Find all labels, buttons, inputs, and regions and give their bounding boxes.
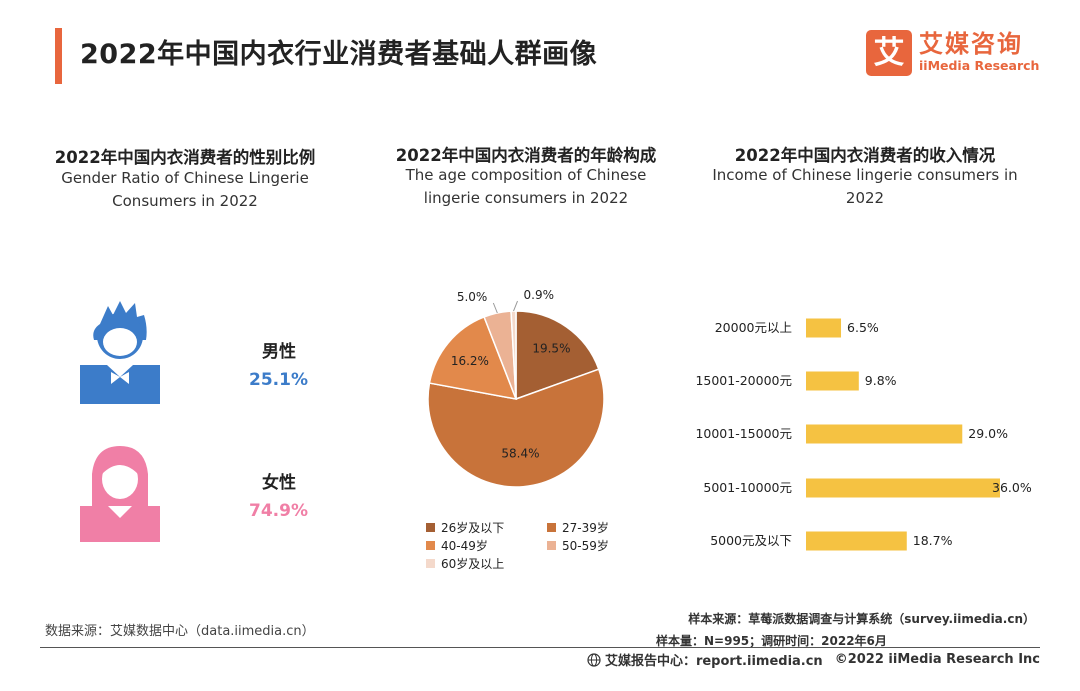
logo-mark: 艾 bbox=[866, 30, 912, 76]
income-bar bbox=[806, 424, 963, 444]
legend-item: 60岁及以上 bbox=[426, 555, 504, 572]
bar-category-label: 5000元及以下 bbox=[710, 533, 792, 548]
pie-data-label: 0.9% bbox=[524, 288, 555, 302]
logo-mark-text: 艾 bbox=[873, 34, 905, 71]
legend-swatch bbox=[547, 523, 556, 532]
pie-slice bbox=[427, 368, 605, 488]
income-bar bbox=[806, 531, 907, 551]
footer-credits: 艾媒报告中心：report.iimedia.cn ©2022 iiMedia R… bbox=[587, 650, 1040, 669]
income-bar bbox=[806, 371, 859, 391]
pie-data-label: 58.4% bbox=[501, 446, 539, 460]
pie-data-label: 19.5% bbox=[532, 342, 570, 356]
legend-label: 27-39岁 bbox=[562, 521, 609, 535]
pie-slice bbox=[510, 310, 517, 400]
brand-logo: 艾 艾媒咨询 iiMedia Research bbox=[866, 30, 1039, 76]
title-accent-bar bbox=[55, 28, 62, 84]
globe-icon bbox=[587, 652, 601, 667]
bar-value-label: 9.8% bbox=[865, 373, 897, 388]
bar-value-label: 36.0% bbox=[992, 480, 1032, 495]
pie-leader-line bbox=[513, 300, 518, 312]
bar-category-label: 10001-15000元 bbox=[695, 426, 792, 441]
female-percentage: 74.9% bbox=[249, 501, 308, 521]
sample-size: 样本量：N=995；调研时间：2022年6月 bbox=[656, 634, 887, 648]
legend-item: 50-59岁 bbox=[547, 537, 609, 554]
data-source: 数据来源：艾媒数据中心（data.iimedia.cn） bbox=[45, 624, 315, 639]
legend-label: 60岁及以上 bbox=[441, 557, 505, 571]
pie-data-label: 16.2% bbox=[451, 354, 489, 368]
report-center-link[interactable]: 艾媒报告中心：report.iimedia.cn bbox=[604, 654, 823, 669]
pie-data-label: 5.0% bbox=[457, 290, 488, 304]
bar-value-label: 18.7% bbox=[913, 533, 953, 548]
bar-category-label: 15001-20000元 bbox=[695, 373, 792, 388]
income-bar bbox=[806, 318, 842, 338]
income-section-subtitle: Income of Chinese lingerie consumers in … bbox=[712, 166, 1018, 207]
logo-chinese-name: 艾媒咨询 bbox=[919, 30, 1023, 58]
bar-category-label: 5001-10000元 bbox=[703, 480, 792, 495]
pie-slice bbox=[515, 310, 600, 401]
age-section-title: 2022年中国内衣消费者的年龄构成 bbox=[395, 146, 657, 165]
bar-value-label: 6.5% bbox=[847, 320, 879, 335]
bar-category-label: 20000元以上 bbox=[715, 320, 792, 335]
page-title: 2022年中国内衣行业消费者基础人群画像 bbox=[80, 39, 598, 70]
legend-item: 27-39岁 bbox=[547, 519, 609, 536]
male-label: 男性 bbox=[262, 342, 296, 362]
legend-item: 26岁及以下 bbox=[426, 519, 504, 536]
logo-english-name: iiMedia Research bbox=[919, 58, 1040, 73]
male-percentage: 25.1% bbox=[249, 370, 308, 390]
legend-swatch bbox=[426, 523, 435, 532]
pie-slice bbox=[428, 316, 518, 400]
legend-swatch bbox=[426, 559, 435, 568]
bar-value-label: 29.0% bbox=[968, 426, 1008, 441]
legend-swatch bbox=[426, 541, 435, 550]
footer-divider bbox=[40, 647, 1040, 648]
logo-text: 艾媒咨询 iiMedia Research bbox=[919, 30, 1039, 74]
female-user-icon bbox=[80, 444, 160, 546]
legend-label: 26岁及以下 bbox=[441, 521, 505, 535]
legend-item: 40-49岁 bbox=[426, 537, 488, 554]
income-section-title: 2022年中国内衣消费者的收入情况 bbox=[734, 146, 996, 165]
legend-swatch bbox=[547, 541, 556, 550]
income-bar bbox=[806, 478, 1000, 498]
gender-section-title: 2022年中国内衣消费者的性别比例 bbox=[54, 148, 316, 167]
age-section-subtitle: The age composition of Chinese lingerie … bbox=[405, 166, 647, 207]
copyright: ©2022 iiMedia Research Inc bbox=[834, 652, 1040, 667]
male-user-icon bbox=[80, 298, 160, 408]
pie-leader-line bbox=[492, 302, 498, 314]
legend-label: 50-59岁 bbox=[562, 539, 609, 553]
female-label: 女性 bbox=[262, 473, 296, 493]
gender-section-subtitle: Gender Ratio of Chinese Lingerie Consume… bbox=[61, 169, 309, 210]
legend-label: 40-49岁 bbox=[441, 539, 488, 553]
sample-source: 样本来源：草莓派数据调查与计算系统（survey.iimedia.cn） bbox=[688, 612, 1035, 626]
